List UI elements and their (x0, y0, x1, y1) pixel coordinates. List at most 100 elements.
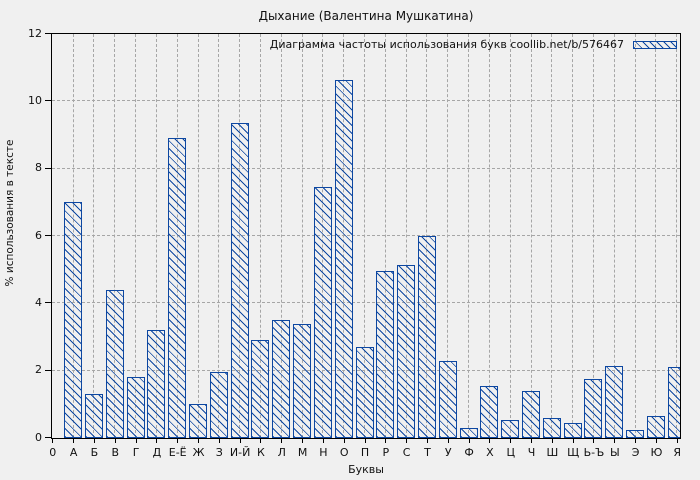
bar-Ч (522, 390, 541, 438)
x-gridline (572, 34, 574, 438)
x-tick (551, 439, 553, 443)
bar-Д (147, 330, 166, 438)
x-tick-label: Ч (527, 446, 536, 459)
x-gridline (509, 34, 511, 438)
y-tick-label: 2 (35, 363, 42, 377)
x-axis-title: Буквы (348, 463, 384, 476)
x-tick (406, 439, 408, 443)
x-tick-label: П (360, 446, 370, 459)
x-tick-label: Р (382, 446, 390, 459)
x-tick (198, 439, 199, 443)
bar-У (438, 360, 457, 438)
plot-area (51, 33, 681, 439)
x-tick-label: Х (486, 446, 494, 459)
x-gridline (364, 34, 366, 438)
x-gridline (114, 34, 116, 438)
x-gridline (655, 34, 657, 438)
x-tick (93, 439, 95, 443)
x-tick-label: Г (132, 446, 140, 459)
x-tick-label: А (69, 446, 78, 459)
x-tick (177, 439, 179, 443)
x-tick-label: Б (90, 446, 99, 459)
bar-Г (126, 377, 145, 438)
y-tick-label: 4 (35, 295, 42, 309)
bar-А (64, 202, 83, 438)
y-tick (45, 167, 51, 169)
x-tick-label: У (444, 446, 452, 459)
x-tick-label: Ф (464, 446, 474, 459)
x-tick (614, 439, 616, 443)
bar-Щ (563, 422, 582, 438)
x-tick (343, 439, 345, 443)
x-tick (531, 439, 533, 443)
x-gridline (301, 34, 303, 438)
y-tick-label: 10 (28, 93, 42, 107)
bar-Б (84, 394, 103, 438)
bar-Э (626, 429, 645, 438)
bar-Х (480, 385, 499, 438)
x-tick (364, 439, 366, 443)
x-tick-label: З (215, 446, 223, 459)
y-tick (45, 302, 51, 304)
legend-swatch (633, 40, 677, 49)
bar-З (209, 372, 228, 438)
x-gridline (676, 34, 678, 438)
bar-Я (667, 367, 680, 438)
x-tick (489, 439, 491, 443)
x-tick (260, 439, 262, 443)
x-gridline (197, 34, 199, 438)
y-tick-label: 6 (35, 228, 42, 242)
x-tick (385, 439, 387, 443)
y-gridline (52, 302, 680, 304)
x-tick (635, 439, 637, 443)
x-tick-label: В (111, 446, 119, 459)
legend-label: Диаграмма частоты использования букв coo… (269, 38, 624, 51)
bar-Ш (542, 417, 561, 438)
x-gridline (551, 34, 553, 438)
x-tick (239, 439, 241, 443)
x-tick (593, 439, 595, 443)
bar-М (293, 323, 312, 438)
x-tick-label: Ц (506, 446, 515, 459)
x-gridline (592, 34, 594, 438)
bar-П (355, 347, 374, 438)
x-gridline (155, 34, 157, 438)
x-tick-label: Щ (567, 446, 580, 459)
chart-title: Дыхание (Валентина Мушкатина) (258, 9, 474, 23)
x-tick-label: Л (277, 446, 286, 459)
x-tick (218, 439, 220, 443)
x-tick-label: О (339, 446, 349, 459)
x-tick (281, 439, 283, 443)
bar-Т (417, 236, 436, 438)
x-gridline (259, 34, 261, 438)
x-gridline (488, 34, 490, 438)
x-tick-label: С (402, 446, 411, 459)
x-tick-label: Д (152, 446, 162, 459)
x-tick-label: К (257, 446, 265, 459)
bar-Ц (501, 419, 520, 438)
x-gridline (468, 34, 470, 438)
x-gridline (93, 34, 95, 438)
x-tick-label: М (297, 446, 308, 459)
bar-И-Й (230, 123, 249, 438)
x-gridline (613, 34, 615, 438)
x-tick (655, 439, 657, 443)
x-gridline (530, 34, 532, 438)
x-tick (156, 439, 158, 443)
bar-Ь-Ъ (584, 379, 603, 438)
y-axis-title: % использования в тексте (4, 139, 16, 287)
x-tick (676, 439, 678, 443)
x-tick-label: Ы (609, 446, 620, 459)
bar-Ф (459, 427, 478, 438)
bar-Н (313, 187, 332, 438)
x-gridline (384, 34, 386, 438)
x-gridline (280, 34, 282, 438)
x-tick (426, 439, 428, 443)
x-tick (52, 439, 54, 443)
y-gridline (52, 235, 680, 237)
x-gridline (135, 34, 137, 438)
x-gridline (634, 34, 636, 438)
bar-К (251, 340, 270, 438)
bar-Р (376, 271, 395, 438)
y-tick (45, 369, 51, 371)
